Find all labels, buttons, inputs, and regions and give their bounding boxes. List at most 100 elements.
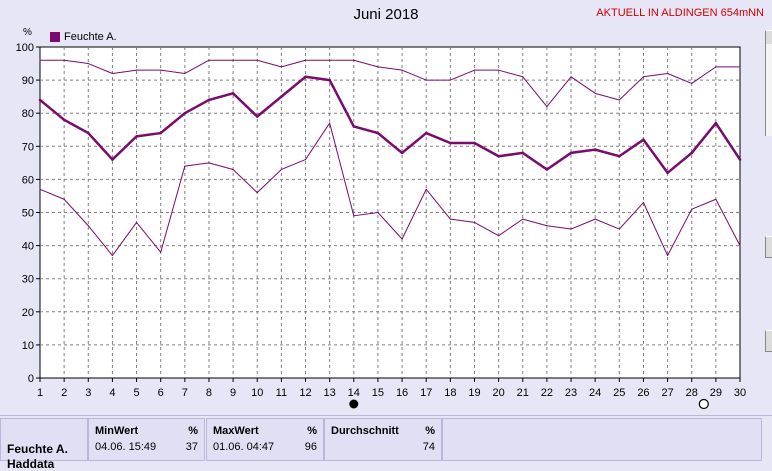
data-point-min — [570, 228, 572, 230]
x-tick-label: 23 — [565, 387, 577, 399]
data-point-mean — [159, 131, 162, 135]
x-tick-label: 7 — [182, 387, 188, 399]
data-point-mean — [400, 151, 404, 155]
data-point-mean — [62, 118, 66, 122]
data-point-min — [498, 235, 500, 237]
data-point-max — [111, 72, 114, 75]
series-cell: Feuchte A. Haddata — [0, 418, 88, 471]
chart-title: Juni 2018 — [353, 6, 419, 23]
data-point-min — [184, 165, 186, 167]
max-cell: MaxWert % 01.06. 04:47 96 — [206, 418, 324, 461]
data-point-min — [449, 218, 451, 220]
data-point-max — [353, 59, 355, 61]
data-point-mean — [714, 121, 718, 125]
scroll-down-button[interactable] — [765, 330, 772, 352]
empty-cell — [442, 418, 762, 461]
series-line-max — [40, 59, 740, 108]
series-lines — [38, 59, 742, 257]
data-point-mean — [86, 131, 90, 135]
data-point-min — [401, 238, 403, 240]
data-point-max — [329, 59, 331, 61]
x-tick-label: 25 — [613, 387, 625, 399]
scroll-mid-button[interactable] — [765, 236, 772, 258]
x-tick-label: 17 — [420, 387, 432, 399]
data-point-max — [63, 59, 65, 61]
data-point-mean — [738, 158, 742, 161]
right-toolbar — [755, 30, 772, 410]
side-panel[interactable] — [765, 44, 772, 136]
data-point-max — [184, 72, 186, 75]
data-point-min — [618, 228, 620, 230]
min-time: 04.06. 15:49 — [95, 441, 157, 453]
y-tick-label: 60 — [22, 174, 34, 186]
legend-label: Feuchte A. — [64, 31, 117, 43]
data-point-max — [256, 59, 258, 61]
x-tick-label: 24 — [589, 387, 601, 399]
min-unit: % — [188, 425, 198, 437]
series-label: Feuchte A. — [7, 442, 68, 456]
series-label-secondary: Haddata — [7, 457, 55, 471]
max-header: MaxWert — [213, 425, 259, 437]
day-markers — [349, 398, 709, 410]
data-point-max — [594, 92, 596, 94]
min-cell: MinWert % 04.06. 15:49 37 — [88, 418, 205, 461]
x-tick-label: 21 — [517, 387, 529, 399]
data-point-max — [739, 66, 741, 68]
data-point-mean — [424, 131, 428, 135]
y-tick-label: 90 — [22, 75, 34, 87]
max-time: 01.06. 04:47 — [213, 441, 275, 453]
statistics-panel: Feuchte A. Haddata MinWert % 04.06. 15:4… — [0, 415, 772, 471]
open-circle-marker — [698, 398, 709, 410]
y-tick-label: 100 — [16, 42, 34, 54]
data-point-max — [498, 69, 500, 71]
data-point-min — [739, 245, 741, 247]
x-tick-label: 18 — [444, 387, 456, 399]
data-point-mean — [473, 141, 476, 145]
x-tick-label: 30 — [734, 387, 746, 399]
x-tick-label: 20 — [492, 387, 504, 399]
data-point-max — [304, 59, 307, 61]
data-point-mean — [207, 98, 211, 102]
data-point-max — [642, 76, 645, 78]
x-tick-label: 28 — [686, 387, 698, 399]
x-tick-label: 16 — [396, 387, 408, 399]
legend-swatch — [50, 32, 60, 42]
x-tick-label: 2 — [61, 387, 67, 399]
data-point-min — [353, 215, 355, 217]
series-line-min — [39, 122, 741, 257]
x-tick-label: 6 — [158, 387, 164, 399]
min-header: MinWert — [95, 425, 139, 437]
y-tick-label: 30 — [22, 274, 34, 286]
data-point-mean — [352, 125, 356, 128]
data-point-max — [715, 66, 717, 68]
data-point-min — [329, 122, 331, 124]
data-point-min — [642, 201, 645, 204]
data-point-mean — [135, 135, 138, 138]
series-line-mean — [39, 75, 742, 175]
x-tick-label: 11 — [276, 387, 287, 399]
y-tick-label: 70 — [22, 141, 34, 153]
data-point-min — [232, 168, 234, 171]
y-tick-label: 0 — [28, 373, 34, 385]
x-tick-label: 10 — [251, 387, 263, 399]
data-point-min — [256, 192, 258, 194]
y-tick-label: 50 — [22, 208, 34, 220]
data-point-max — [618, 99, 620, 101]
x-tick-label: 26 — [637, 387, 649, 399]
x-tick-label: 8 — [206, 387, 212, 399]
data-point-min — [377, 211, 379, 214]
data-point-mean — [569, 151, 573, 155]
data-point-max — [473, 69, 476, 71]
y-axis-ticks: 0 10 20 30 40 50 60 70 80 90 100 — [16, 42, 40, 385]
y-tick-label: 10 — [22, 340, 34, 352]
data-point-max — [280, 66, 282, 68]
station-label: AKTUELL IN ALDINGEN 654mNN — [596, 7, 764, 19]
data-point-min — [425, 188, 427, 190]
data-point-max — [546, 105, 548, 108]
data-point-max — [425, 79, 427, 81]
max-value: 96 — [304, 441, 317, 453]
data-point-min — [63, 198, 65, 200]
x-tick-label: 12 — [299, 387, 311, 399]
data-point-mean — [449, 141, 452, 145]
